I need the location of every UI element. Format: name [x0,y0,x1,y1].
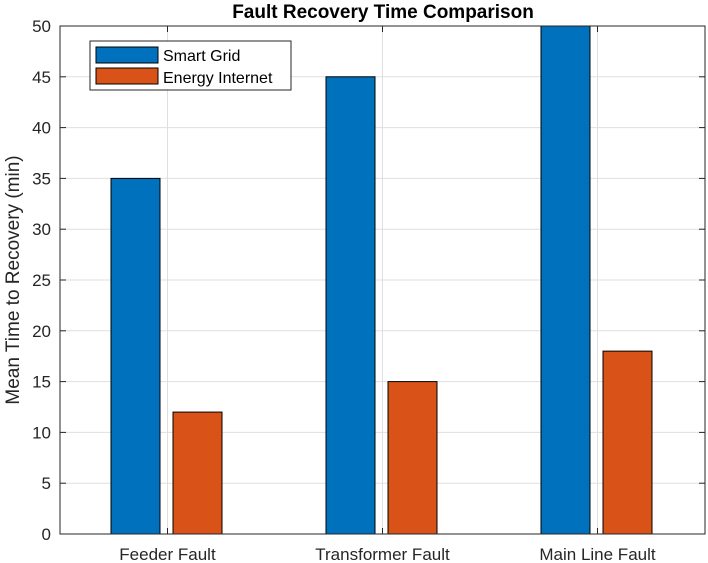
y-axis-ticks: 0 5 10 15 20 25 30 35 40 45 50 [32,17,705,544]
x-axis-ticks: Feeder Fault Transformer Fault Main Line F… [119,26,656,563]
bar-energy-internet [387,381,438,535]
bars [110,25,653,535]
y-axis-label: Mean Time to Recovery (min) [3,155,24,404]
legend-swatch-smart-grid [95,46,159,64]
y-tick-label: 10 [32,423,51,442]
y-tick-label: 35 [32,169,51,188]
y-tick-label: 15 [32,373,51,392]
legend-swatch-energy-internet [95,67,159,85]
legend-label-energy-internet: Energy Internet [163,70,273,87]
x-tick-label: Main Line Fault [539,545,656,563]
legend-label-smart-grid: Smart Grid [163,48,240,65]
y-tick-label: 20 [32,322,51,341]
bar-energy-internet [172,411,223,535]
chart-title: Fault Recovery Time Comparison [232,2,534,23]
y-tick-label: 30 [32,220,51,239]
y-tick-label: 40 [32,119,51,138]
y-tick-label: 0 [42,525,51,544]
bar-smart-grid [110,177,161,535]
x-tick-label: Transformer Fault [315,545,450,563]
x-tick-label: Feeder Fault [119,545,216,563]
bar-energy-internet [602,350,653,535]
bar-smart-grid [540,25,591,535]
y-tick-label: 50 [32,17,51,36]
legend: Smart Grid Energy Internet [89,40,292,91]
y-tick-label: 25 [32,271,51,290]
y-tick-label: 5 [42,474,51,493]
bar-smart-grid [325,76,376,535]
y-tick-label: 45 [32,68,51,87]
